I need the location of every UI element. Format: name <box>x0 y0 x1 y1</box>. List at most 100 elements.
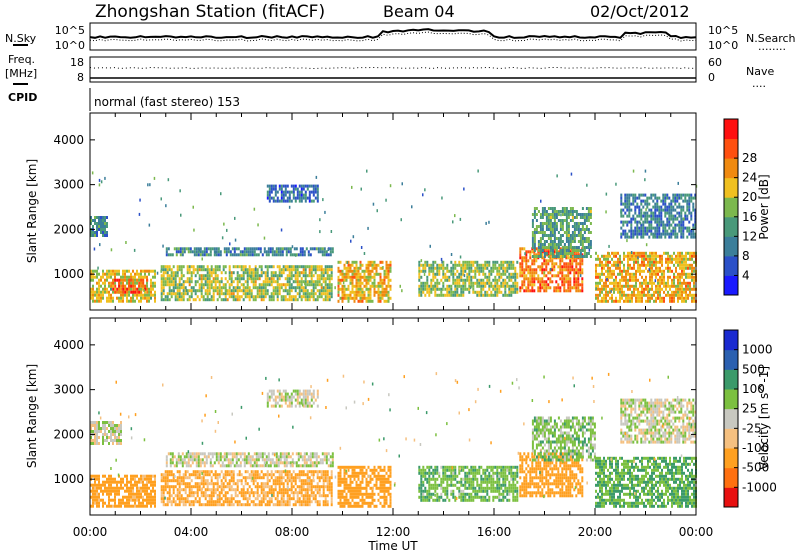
heatmap-cell <box>565 277 568 281</box>
heatmap-cell <box>210 470 213 474</box>
heatmap-cell <box>96 421 98 424</box>
heatmap-cell <box>278 265 281 269</box>
heatmap-cell <box>264 491 267 495</box>
heatmap-cell <box>146 501 148 505</box>
heatmap-cell <box>476 266 479 270</box>
heatmap-cell <box>523 271 526 275</box>
heatmap-cell <box>278 286 281 290</box>
heatmap-cell <box>347 260 350 264</box>
heatmap-cell <box>680 208 683 212</box>
heatmap-cell <box>168 488 171 492</box>
heatmap-cell <box>655 266 657 270</box>
heatmap-cell <box>659 287 661 291</box>
heatmap-cell <box>146 275 148 279</box>
heatmap-cell <box>624 211 627 215</box>
heatmap-cell <box>361 299 364 303</box>
heatmap-cell <box>460 275 463 279</box>
heatmap-cell <box>680 196 683 200</box>
heatmap-cell <box>124 293 126 297</box>
heatmap-cell <box>330 289 333 293</box>
heatmap-cell <box>210 280 213 284</box>
heatmap-cell <box>272 503 275 507</box>
heatmap-cell <box>282 199 285 203</box>
heatmap-cell <box>642 232 645 236</box>
heatmap-cell <box>651 269 653 273</box>
heatmap-cell <box>628 193 631 197</box>
heatmap-cell <box>357 275 360 279</box>
heatmap-cell <box>240 283 243 287</box>
heatmap-cell <box>555 222 558 225</box>
heatmap-cell <box>230 295 233 299</box>
heatmap-cell <box>260 295 263 299</box>
heatmap-cell <box>605 278 607 282</box>
heatmap-cell <box>349 269 352 273</box>
heatmap-cell <box>172 485 175 489</box>
heatmap-cell <box>516 275 519 279</box>
heatmap-cell <box>265 250 268 254</box>
heatmap-cell <box>627 272 629 276</box>
heatmap-cell <box>150 489 152 493</box>
heatmap-cell <box>650 232 653 236</box>
heatmap-cell <box>661 299 663 303</box>
heatmap-cell <box>98 228 100 231</box>
heatmap-cell <box>674 226 677 230</box>
heatmap-cell <box>488 284 491 288</box>
heatmap-cell <box>90 269 92 273</box>
heatmap-cell <box>692 235 695 239</box>
heatmap-cell <box>118 287 121 291</box>
heatmap-cell <box>162 289 165 293</box>
heatmap-cell <box>381 278 384 282</box>
heatmap-cell <box>430 263 433 267</box>
heatmap-cell <box>490 266 493 270</box>
heatmap-cell <box>508 278 511 282</box>
heatmap-cell <box>202 277 205 281</box>
heatmap-cell <box>533 216 536 219</box>
heatmap-cell <box>531 250 534 254</box>
heatmap-cell <box>256 497 259 501</box>
heatmap-cell <box>647 293 649 297</box>
heatmap-cell <box>200 476 203 480</box>
heatmap-cell <box>92 424 94 427</box>
heatmap-cell <box>267 247 270 251</box>
heatmap-cell <box>322 280 325 284</box>
heatmap-cell <box>260 500 263 504</box>
heatmap-cell <box>244 292 247 296</box>
heatmap-cell <box>268 190 271 194</box>
heatmap-cell <box>337 281 340 285</box>
heatmap-cell <box>537 249 540 252</box>
heatmap-cell <box>565 207 568 210</box>
heatmap-cell <box>664 202 667 206</box>
heatmap-cell <box>669 257 671 261</box>
heatmap-cell <box>236 280 239 284</box>
heatmap-cell <box>547 225 550 228</box>
heatmap-cell <box>210 274 213 278</box>
heatmap-cell <box>686 214 689 218</box>
heatmap-cell <box>276 196 279 200</box>
heatmap-cell <box>357 290 360 294</box>
heatmap-cell <box>224 271 227 275</box>
heatmap-cell <box>549 243 552 246</box>
heatmap-cell <box>98 442 100 445</box>
heatmap-cell <box>146 486 148 490</box>
heatmap-cell <box>595 296 597 300</box>
heatmap-cell <box>629 257 631 261</box>
heatmap-cell <box>569 271 572 275</box>
heatmap-cell <box>206 283 209 287</box>
heatmap-cell <box>94 231 96 234</box>
heatmap-cell <box>533 249 536 252</box>
heatmap-cell <box>166 280 169 284</box>
heatmap-cell <box>232 292 235 296</box>
heatmap-cell <box>258 485 261 489</box>
heatmap-cell <box>581 225 584 228</box>
heatmap-cell <box>689 263 691 267</box>
heatmap-cell <box>122 296 124 300</box>
heatmap-cell <box>541 225 544 228</box>
heatmap-cell <box>164 271 167 275</box>
heatmap-cell <box>238 298 241 302</box>
heatmap-cell <box>611 281 613 285</box>
heatmap-cell <box>274 289 277 293</box>
heatmap-cell <box>186 485 189 489</box>
heatmap-cell <box>675 260 677 264</box>
heatmap-cell <box>179 189 181 193</box>
heatmap-cell <box>200 470 203 474</box>
